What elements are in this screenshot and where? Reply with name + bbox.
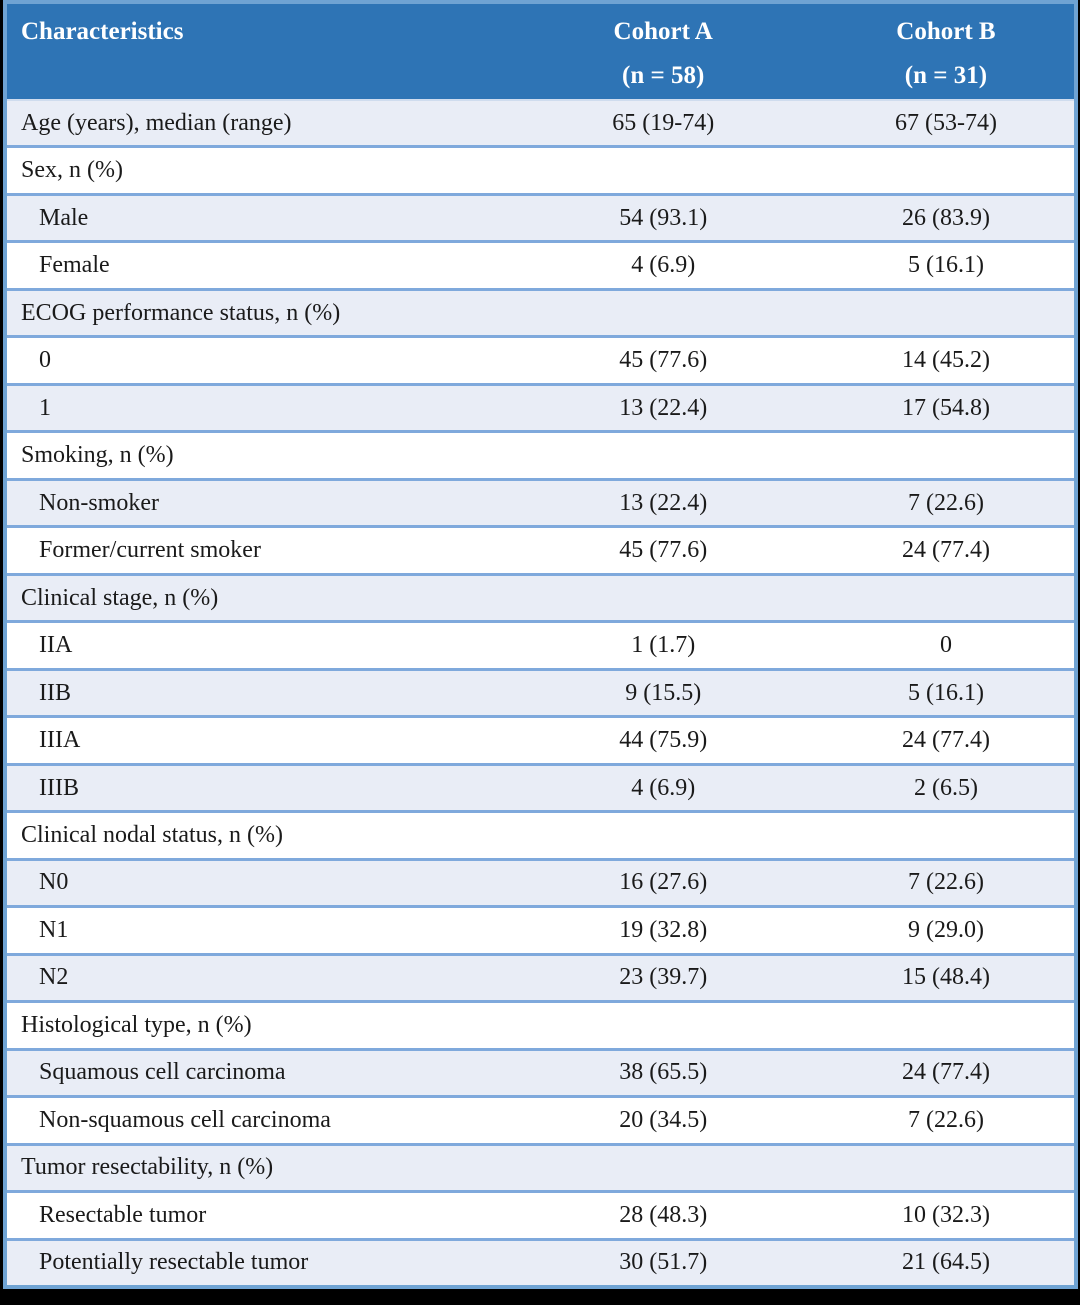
row-label-cell: 1 <box>39 394 51 421</box>
row-label-cell: Age (years), median (range) <box>21 109 292 136</box>
row-label-cell: Former/current smoker <box>39 537 261 564</box>
row-label-cell: Potentially resectable tumor <box>39 1249 309 1276</box>
table-row: 0 45 (77.6) 14 (45.2) <box>7 335 1074 383</box>
table-row: N2 23 (39.7) 15 (48.4) <box>7 952 1074 1001</box>
cohort-a-value-cell: 4 (6.9) <box>631 252 696 279</box>
table-row: IIIA 44 (75.9) 24 (77.4) <box>7 715 1074 763</box>
characteristics-table: Characteristics Cohort A (n = 58) Cohort… <box>3 0 1078 1289</box>
table-row: Female 4 (6.9) 5 (16.1) <box>7 240 1074 288</box>
cohort-b-value-cell: 21 (64.5) <box>901 1249 990 1276</box>
table-row: Former/current smoker 45 (77.6) 24 (77.4… <box>7 525 1074 573</box>
cohort-b-value-cell: 17 (54.8) <box>901 394 990 421</box>
table-row: Non-smoker 13 (22.4) 7 (22.6) <box>7 477 1074 526</box>
row-label-cell: N0 <box>39 869 69 896</box>
cohort-b-value-cell: 2 (6.5) <box>913 774 978 801</box>
cohort-b-value-cell: 9 (29.0) <box>907 916 984 943</box>
table-row: Clinical nodal status, n (%) <box>7 810 1074 858</box>
row-label-cell: 0 <box>39 347 51 374</box>
cohort-a-value-cell: 45 (77.6) <box>619 347 708 374</box>
cohort-b-value-cell: 5 (16.1) <box>907 252 984 279</box>
table-row: Sex, n (%) <box>7 145 1074 193</box>
row-label-cell: IIIB <box>39 774 79 801</box>
cohort-b-value-cell: 7 (22.6) <box>907 489 984 516</box>
table-row: Squamous cell carcinoma 38 (65.5) 24 (77… <box>7 1047 1074 1096</box>
table-row: Non-squamous cell carcinoma 20 (34.5) 7 … <box>7 1095 1074 1143</box>
table-row: N1 19 (32.8) 9 (29.0) <box>7 905 1074 953</box>
cohort-b-value-cell: 7 (22.6) <box>907 1106 984 1133</box>
table-row: Potentially resectable tumor 30 (51.7) 2… <box>7 1237 1074 1286</box>
table-row: N0 16 (27.6) 7 (22.6) <box>7 857 1074 906</box>
table-row: Smoking, n (%) <box>7 430 1074 478</box>
row-label-cell: Smoking, n (%) <box>21 442 174 469</box>
row-label-cell: ECOG performance status, n (%) <box>21 299 341 326</box>
cohort-b-value-cell: 15 (48.4) <box>901 964 990 991</box>
cohort-a-value-cell: 28 (48.3) <box>619 1201 708 1228</box>
header-cohort-a: Cohort A (n = 58) <box>508 4 817 98</box>
row-label-cell: IIA <box>39 632 73 659</box>
cohort-a-value-cell: 1 (1.7) <box>631 632 696 659</box>
cohort-a-value-cell: 4 (6.9) <box>631 774 696 801</box>
header-cohort-b: Cohort B (n = 31) <box>818 4 1074 98</box>
cohort-a-value-cell: 30 (51.7) <box>619 1249 708 1276</box>
table-header-row: Characteristics Cohort A (n = 58) Cohort… <box>7 4 1074 99</box>
cohort-b-value-cell: 24 (77.4) <box>901 727 990 754</box>
table-row: ECOG performance status, n (%) <box>7 287 1074 336</box>
cohort-b-value-cell: 24 (77.4) <box>901 1059 990 1086</box>
row-label-cell: Tumor resectability, n (%) <box>21 1154 274 1181</box>
row-label-cell: Histological type, n (%) <box>21 1011 252 1038</box>
table-row: Tumor resectability, n (%) <box>7 1142 1074 1191</box>
header-cohort-a-name: Cohort A <box>613 18 713 45</box>
cohort-a-value-cell: 65 (19-74) <box>612 109 715 136</box>
table-row: Age (years), median (range) 65 (19-74) 6… <box>7 99 1074 146</box>
cohort-a-value-cell: 13 (22.4) <box>619 394 708 421</box>
cohort-a-value-cell: 19 (32.8) <box>619 916 708 943</box>
header-cohort-b-name: Cohort B <box>896 18 996 45</box>
cohort-b-value-cell: 10 (32.3) <box>901 1201 990 1228</box>
cohort-b-value-cell: 26 (83.9) <box>901 204 990 231</box>
header-cohort-a-n: (n = 58) <box>622 62 705 89</box>
cohort-a-value-cell: 45 (77.6) <box>619 537 708 564</box>
cohort-a-value-cell: 9 (15.5) <box>625 679 702 706</box>
row-label-cell: N1 <box>39 916 69 943</box>
table-row: Histological type, n (%) <box>7 1000 1074 1048</box>
row-label-cell: Clinical stage, n (%) <box>21 584 219 611</box>
row-label-cell: Male <box>39 204 89 231</box>
cohort-a-value-cell: 54 (93.1) <box>619 204 708 231</box>
row-label-cell: Clinical nodal status, n (%) <box>21 822 283 848</box>
cohort-a-value-cell: 13 (22.4) <box>619 489 708 516</box>
table-row: IIB 9 (15.5) 5 (16.1) <box>7 667 1074 716</box>
row-label-cell: Resectable tumor <box>39 1201 207 1228</box>
header-cohort-b-n: (n = 31) <box>904 62 988 89</box>
row-label-cell: Non-squamous cell carcinoma <box>39 1106 331 1133</box>
table-row: Clinical stage, n (%) <box>7 572 1074 621</box>
cohort-b-value-cell: 7 (22.6) <box>907 869 984 896</box>
cohort-a-value-cell: 16 (27.6) <box>619 869 708 896</box>
cohort-b-value-cell: 67 (53-74) <box>894 109 997 136</box>
cohort-b-value-cell: 5 (16.1) <box>907 679 984 706</box>
cohort-b-value-cell: 14 (45.2) <box>901 347 990 374</box>
cohort-a-value-cell: 38 (65.5) <box>619 1059 708 1086</box>
header-characteristics: Characteristics <box>21 18 184 45</box>
row-label-cell: Non-smoker <box>39 489 159 516</box>
cohort-b-value-cell: 24 (77.4) <box>901 537 990 564</box>
row-label-cell: N2 <box>39 964 69 991</box>
table-body: Age (years), median (range) 65 (19-74) 6… <box>7 99 1074 1286</box>
table-row: Resectable tumor 28 (48.3) 10 (32.3) <box>7 1190 1074 1238</box>
table-row: IIA 1 (1.7) 0 <box>7 620 1074 668</box>
row-label-cell: IIIA <box>39 727 81 754</box>
cohort-b-value-cell: 0 <box>939 632 952 659</box>
table-row: IIIB 4 (6.9) 2 (6.5) <box>7 762 1074 811</box>
row-label-cell: Female <box>39 252 110 279</box>
cohort-a-value-cell: 20 (34.5) <box>619 1106 708 1133</box>
cohort-a-value-cell: 44 (75.9) <box>619 727 708 754</box>
row-label-cell: Sex, n (%) <box>21 157 123 184</box>
cohort-a-value-cell: 23 (39.7) <box>619 964 708 991</box>
row-label-cell: Squamous cell carcinoma <box>39 1059 286 1086</box>
row-label-cell: IIB <box>39 679 71 706</box>
table-row: 1 13 (22.4) 17 (54.8) <box>7 382 1074 431</box>
table-row: Male 54 (93.1) 26 (83.9) <box>7 192 1074 241</box>
